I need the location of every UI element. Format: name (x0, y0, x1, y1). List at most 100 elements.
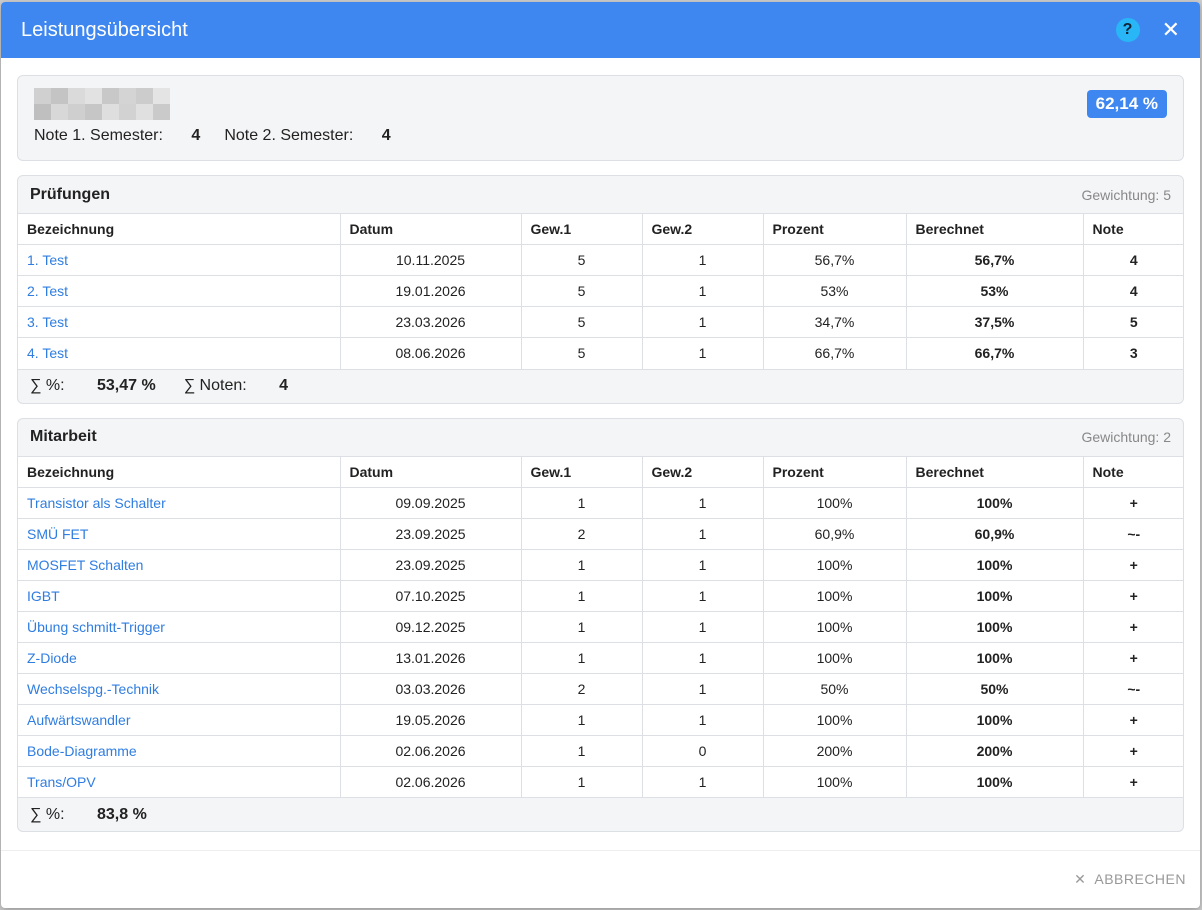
cell: 1 (520, 579, 642, 611)
entry-link[interactable]: IGBT (18, 579, 340, 611)
cell: 66,7% (762, 337, 906, 369)
cell: 50% (762, 672, 906, 704)
cell: 100% (905, 703, 1083, 735)
cell: 1 (520, 641, 642, 673)
section-card: Mitarbeit Gewichtung: 2 Bezeichnung Datum Ge… (17, 417, 1184, 832)
entry-link[interactable]: 3. Test (18, 306, 340, 338)
entry-link[interactable]: Transistor als Schalter (18, 486, 340, 518)
grade-label: Note 2. Semester: (224, 127, 354, 144)
dialog-footer: ✕ ABBRECHEN (1, 850, 1200, 908)
cell: 100% (905, 579, 1083, 611)
total: ∑ %: 83,8 % (30, 806, 147, 824)
cell: 1 (520, 548, 642, 580)
cell: 23.03.2026 (339, 306, 521, 338)
column-header: Prozent (762, 213, 906, 245)
cell: 53% (762, 275, 906, 307)
section-totals: ∑ %: 83,8 % (18, 797, 1183, 831)
dialog-title: Leistungsübersicht (21, 18, 188, 41)
section-weight: Gewichtung: 5 (1081, 186, 1172, 203)
entry-link[interactable]: Übung schmitt-Trigger (18, 610, 340, 642)
entry-link[interactable]: Bode-Diagramme (18, 734, 340, 766)
entry-link[interactable]: MOSFET Schalten (18, 548, 340, 580)
cell: 1 (641, 337, 763, 369)
total: ∑ %: 53,47 % (30, 377, 156, 395)
section-table: Bezeichnung Datum Gew.1 Gew.2 Prozent Berechn… (18, 455, 1183, 797)
cell: 09.09.2025 (339, 486, 521, 518)
grade: Note 2. Semester: 4 (224, 127, 390, 144)
cell: 100% (762, 641, 906, 673)
column-header: Note (1082, 213, 1183, 245)
section-title: Mitarbeit (30, 428, 97, 445)
cell: 5 (1082, 306, 1183, 338)
grade-value: 4 (381, 127, 391, 144)
cell: 60,9% (905, 517, 1083, 549)
cell: 23.09.2025 (339, 548, 521, 580)
cell: 23.09.2025 (339, 517, 521, 549)
total-value: 53,47 % (96, 377, 156, 394)
cell: 1 (520, 703, 642, 735)
cell: 08.06.2026 (339, 337, 521, 369)
total: ∑ Noten: 4 (184, 377, 288, 395)
section-title: Prüfungen (30, 185, 110, 203)
entry-link[interactable]: Z-Diode (18, 641, 340, 673)
cell: 50% (905, 672, 1083, 704)
help-button[interactable]: ? (1115, 18, 1140, 42)
cell: + (1082, 486, 1183, 518)
cell: 5 (520, 337, 642, 369)
entry-link[interactable]: Aufwärtswandler (18, 703, 340, 735)
cell: 2 (520, 672, 642, 704)
cell: 1 (641, 548, 763, 580)
cell: 02.06.2026 (339, 734, 521, 766)
entry-link[interactable]: 2. Test (18, 275, 340, 307)
cancel-button[interactable]: ✕ ABBRECHEN (1074, 871, 1186, 887)
entry-link[interactable]: Wechselspg.-Technik (18, 672, 340, 704)
cell: 5 (520, 244, 642, 276)
total-label: ∑ %: (30, 377, 65, 394)
cell: + (1082, 734, 1183, 766)
grade-value: 4 (191, 127, 201, 144)
cancel-label: ABBRECHEN (1094, 871, 1186, 887)
cell: 66,7% (905, 337, 1083, 369)
cell: 2 (520, 517, 642, 549)
table-row: MOSFET Schalten 23.09.2025 1 1 100% 100% + (18, 548, 1183, 580)
total-value: 83,8 % (96, 805, 147, 823)
section-totals: ∑ %: 53,47 % ∑ Noten: 4 (18, 368, 1183, 403)
table-row: Aufwärtswandler 19.05.2026 1 1 100% 100% + (18, 703, 1183, 735)
section-card: Prüfungen Gewichtung: 5 Bezeichnung Datum Ge… (17, 175, 1184, 404)
cell: 100% (905, 548, 1083, 580)
column-header: Note (1082, 455, 1183, 487)
cell: 1 (641, 275, 763, 307)
cell: 100% (905, 486, 1083, 518)
column-header: Gew.2 (641, 213, 763, 245)
close-button[interactable]: ✕ (1161, 17, 1180, 42)
cell: 37,5% (905, 306, 1083, 338)
cell: 1 (641, 486, 763, 518)
cell: 100% (905, 610, 1083, 642)
column-header: Bezeichnung (18, 213, 340, 245)
table-row: 1. Test 10.11.2025 5 1 56,7% 56,7% 4 (18, 244, 1183, 276)
entry-link[interactable]: 1. Test (18, 244, 340, 276)
total-label: ∑ Noten: (183, 377, 247, 394)
total-badge: 62,14 % (1086, 90, 1167, 118)
total-value: 4 (279, 377, 289, 394)
cell: 1 (641, 306, 763, 338)
entry-link[interactable]: Trans/OPV (18, 765, 340, 797)
section-header: Prüfungen Gewichtung: 5 (18, 176, 1183, 213)
table-row: Übung schmitt-Trigger 09.12.2025 1 1 100% 100… (18, 610, 1183, 642)
cell: 1 (520, 486, 642, 518)
cell: 1 (641, 672, 763, 704)
cell: 1 (641, 517, 763, 549)
dialog-body: 62,14 % Note 1. Semester: 4 Note 2. Semes… (1, 58, 1200, 850)
cell: + (1082, 703, 1183, 735)
table-row: 3. Test 23.03.2026 5 1 34,7% 37,5% 5 (18, 306, 1183, 338)
entry-link[interactable]: 4. Test (18, 337, 340, 369)
section-table: Bezeichnung Datum Gew.1 Gew.2 Prozent Berechn… (18, 213, 1183, 369)
entry-link[interactable]: SMÜ FET (18, 517, 340, 549)
cell: 1 (641, 244, 763, 276)
cell: 100% (762, 548, 906, 580)
column-header: Datum (339, 455, 521, 487)
grade: Note 1. Semester: 4 (34, 127, 200, 144)
cell: 1 (641, 641, 763, 673)
column-header: Gew.2 (641, 455, 763, 487)
cell: 5 (520, 306, 642, 338)
